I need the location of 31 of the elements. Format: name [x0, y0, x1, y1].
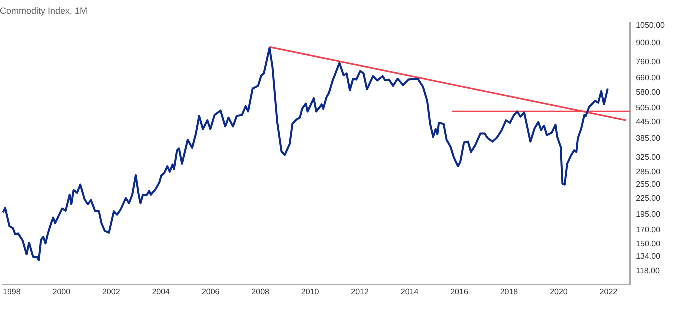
y-tick-label: 285.00	[636, 168, 662, 177]
x-tick-label: 1998	[3, 287, 22, 296]
x-tick-label: 2008	[252, 287, 270, 296]
x-tick-label: 2010	[301, 287, 320, 296]
x-tick-label: 2006	[202, 287, 220, 296]
y-tick-label: 170.00	[636, 226, 662, 235]
y-tick-label: 118.00	[636, 266, 661, 276]
y-tick-label: 150.00	[636, 240, 662, 249]
y-tick-label: 660.00	[636, 73, 662, 82]
y-tick-label: 900.00	[636, 38, 662, 48]
x-tick-label: 2018	[500, 287, 519, 296]
x-tick-label: 2014	[400, 287, 420, 296]
x-tick-label: 2000	[52, 287, 72, 296]
y-tick-label: 255.00	[636, 180, 662, 190]
y-tick-label: 445.00	[636, 118, 662, 127]
y-tick-label: 195.00	[636, 210, 662, 220]
x-tick-label: 2004	[152, 287, 171, 296]
x-tick-label: 2016	[450, 287, 469, 296]
y-tick-label: 134.00	[636, 252, 662, 262]
y-tick-label: 1050.00	[636, 21, 666, 30]
x-tick-label: 2020	[550, 287, 568, 296]
y-tick-label: 225.00	[636, 194, 662, 204]
x-tick-label: 2012	[351, 287, 370, 296]
y-tick-label: 505.00	[636, 103, 662, 112]
y-tick-label: 580.00	[636, 88, 662, 97]
x-tick-label: 2022	[600, 287, 618, 296]
y-tick-label: 760.00	[636, 57, 662, 66]
y-tick-label: 325.00	[636, 152, 662, 162]
x-tick-label: 2002	[102, 287, 121, 296]
chart-title: Commodity Index, 1M	[0, 6, 88, 16]
y-tick-label: 385.00	[636, 134, 662, 143]
